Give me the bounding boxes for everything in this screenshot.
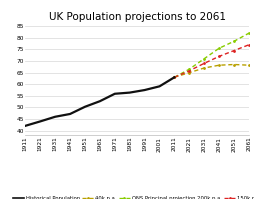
Historical Population <box>173 76 176 78</box>
Historical Population <box>24 125 27 127</box>
Line: 40k p.a.: 40k p.a. <box>173 63 250 79</box>
Line: Historical Population: Historical Population <box>25 77 174 126</box>
Title: UK Population projections to 2061: UK Population projections to 2061 <box>49 12 226 22</box>
ONS Principal projection 200k p.a. <box>247 32 250 34</box>
40k p.a. <box>173 76 176 78</box>
Legend: Historical Population, 40k p.a., ONS Principal projection 200k p.a., 150k p.a.: Historical Population, 40k p.a., ONS Pri… <box>12 196 254 199</box>
ONS Principal projection 200k p.a. <box>188 68 191 70</box>
Historical Population <box>143 89 146 91</box>
150k p.a. <box>203 62 206 64</box>
ONS Principal projection 200k p.a. <box>203 58 206 60</box>
40k p.a. <box>247 64 250 66</box>
Line: 150k p.a.: 150k p.a. <box>173 43 250 79</box>
40k p.a. <box>188 71 191 74</box>
40k p.a. <box>232 63 235 66</box>
Historical Population <box>98 100 101 102</box>
Historical Population <box>84 106 87 108</box>
ONS Principal projection 200k p.a. <box>232 40 235 43</box>
150k p.a. <box>188 70 191 72</box>
Historical Population <box>113 93 116 95</box>
Historical Population <box>39 120 42 123</box>
Historical Population <box>128 91 131 94</box>
40k p.a. <box>218 64 221 66</box>
Line: ONS Principal projection 200k p.a.: ONS Principal projection 200k p.a. <box>173 32 250 79</box>
150k p.a. <box>232 49 235 52</box>
40k p.a. <box>203 67 206 69</box>
Historical Population <box>54 116 57 118</box>
ONS Principal projection 200k p.a. <box>218 47 221 50</box>
150k p.a. <box>247 44 250 46</box>
ONS Principal projection 200k p.a. <box>173 76 176 78</box>
150k p.a. <box>173 76 176 78</box>
Historical Population <box>69 113 72 115</box>
Historical Population <box>158 85 161 88</box>
150k p.a. <box>218 55 221 58</box>
